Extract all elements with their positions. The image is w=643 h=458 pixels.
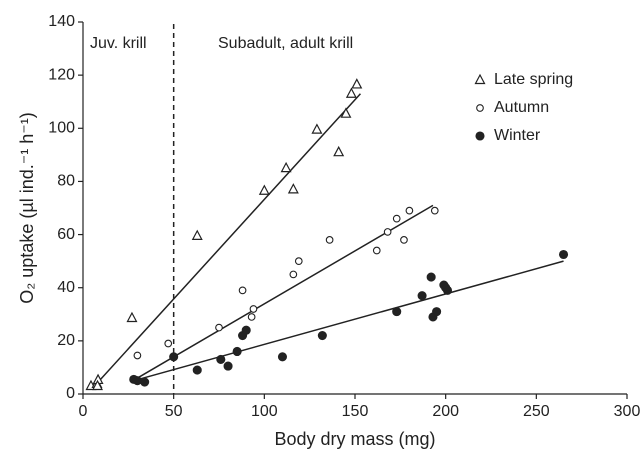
point bbox=[558, 249, 569, 260]
point bbox=[325, 236, 334, 244]
y-tick-label: 0 bbox=[66, 385, 75, 402]
point bbox=[392, 214, 401, 223]
point bbox=[405, 206, 414, 215]
point bbox=[132, 376, 142, 386]
trend-line bbox=[133, 260, 564, 382]
point bbox=[372, 246, 381, 255]
point bbox=[430, 206, 439, 215]
point bbox=[317, 330, 327, 341]
point bbox=[191, 229, 203, 240]
point bbox=[164, 339, 173, 348]
x-tick-label: 250 bbox=[523, 403, 550, 420]
y-axis-label: O₂ uptake (µl ind.⁻¹ h⁻¹) bbox=[17, 112, 37, 303]
y-tick-label: 60 bbox=[57, 226, 75, 243]
point bbox=[392, 307, 402, 317]
point bbox=[417, 291, 427, 301]
legend-label: Winter bbox=[494, 127, 541, 144]
legend-label: Autumn bbox=[494, 99, 549, 116]
point bbox=[169, 352, 179, 362]
point bbox=[287, 183, 299, 194]
x-tick-label: 50 bbox=[165, 403, 183, 420]
legend-marker bbox=[474, 73, 486, 85]
trend-line bbox=[91, 93, 361, 390]
point bbox=[92, 379, 104, 391]
x-tick-label: 0 bbox=[79, 403, 88, 420]
point bbox=[140, 377, 150, 387]
x-tick-label: 100 bbox=[251, 403, 278, 420]
trend-line bbox=[137, 204, 434, 379]
point bbox=[133, 351, 142, 360]
point bbox=[241, 325, 251, 335]
point bbox=[192, 365, 202, 375]
point bbox=[351, 78, 363, 89]
point bbox=[223, 361, 233, 371]
y-tick-label: 100 bbox=[48, 120, 75, 137]
point bbox=[426, 272, 436, 282]
point bbox=[400, 236, 408, 244]
x-tick-label: 150 bbox=[342, 403, 369, 420]
legend-marker bbox=[475, 131, 485, 141]
point bbox=[258, 184, 270, 195]
legend-marker bbox=[476, 104, 484, 112]
point bbox=[383, 228, 392, 236]
legend-label: Late spring bbox=[494, 71, 573, 88]
annotation: Subadult, adult krill bbox=[218, 35, 353, 52]
point bbox=[249, 305, 258, 313]
point bbox=[216, 354, 226, 365]
point bbox=[340, 107, 352, 118]
y-tick-label: 140 bbox=[48, 13, 75, 30]
point bbox=[232, 346, 242, 357]
x-axis-label: Body dry mass (mg) bbox=[274, 429, 435, 449]
point bbox=[215, 323, 223, 332]
point bbox=[294, 257, 303, 265]
point bbox=[311, 123, 323, 134]
point bbox=[280, 161, 292, 173]
point bbox=[126, 311, 138, 323]
x-tick-label: 300 bbox=[614, 403, 641, 420]
point bbox=[333, 145, 345, 157]
y-tick-label: 40 bbox=[57, 279, 75, 296]
point bbox=[442, 285, 453, 295]
y-tick-label: 20 bbox=[57, 332, 75, 349]
point bbox=[345, 87, 357, 98]
y-tick-label: 120 bbox=[48, 66, 75, 83]
annotation: Juv. krill bbox=[90, 35, 147, 52]
x-tick-label: 200 bbox=[432, 403, 459, 420]
point bbox=[238, 286, 247, 295]
point bbox=[247, 313, 256, 321]
point bbox=[432, 307, 442, 317]
y-tick-label: 80 bbox=[57, 173, 75, 190]
point bbox=[289, 270, 298, 279]
point bbox=[277, 352, 288, 362]
